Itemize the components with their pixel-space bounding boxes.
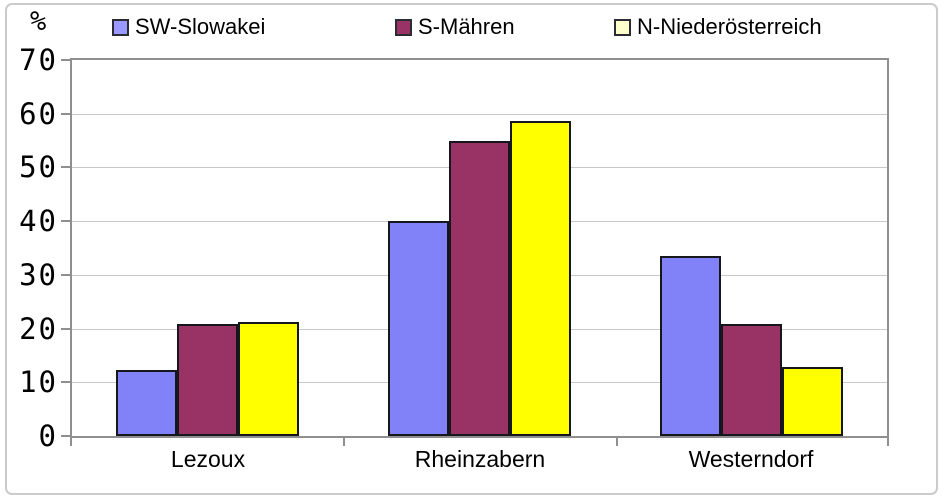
bar-lezoux-3 bbox=[238, 322, 299, 436]
y-axis-tick-label-50: 50 bbox=[19, 150, 58, 184]
x-axis-tick-mark-1 bbox=[343, 438, 345, 446]
y-axis-tick-label-60: 60 bbox=[19, 97, 58, 131]
legend-label: S-Mähren bbox=[418, 14, 515, 39]
x-axis-tick-mark-2 bbox=[616, 438, 618, 446]
plot-area bbox=[70, 58, 889, 438]
y-axis-tick-mark-0 bbox=[61, 435, 70, 437]
y-axis-unit-label: % bbox=[30, 6, 47, 37]
x-axis-category-label-rheinzabern: Rheinzabern bbox=[414, 446, 546, 472]
legend-item-n-niederoesterreich: N-Niederösterreich bbox=[614, 14, 822, 40]
x-axis-tick-mark-3 bbox=[887, 438, 889, 446]
bar-lezoux-1 bbox=[116, 370, 177, 436]
legend-swatch-sw-slowakei bbox=[112, 18, 129, 36]
legend-item-s-maehren: S-Mähren bbox=[395, 14, 515, 40]
legend-swatch-n-niederoesterreich bbox=[614, 18, 631, 36]
y-axis-tick-label-10: 10 bbox=[19, 365, 58, 399]
y-axis-tick-label-30: 30 bbox=[19, 258, 58, 292]
gridline-y-60 bbox=[72, 114, 887, 115]
y-axis-tick-mark-50 bbox=[61, 166, 70, 168]
bar-westerndorf-2 bbox=[721, 324, 782, 436]
bar-rheinzabern-1 bbox=[388, 221, 449, 436]
bar-westerndorf-3 bbox=[782, 367, 843, 436]
legend-label: SW-Slowakei bbox=[135, 14, 266, 39]
y-axis-tick-label-40: 40 bbox=[19, 204, 58, 238]
bar-westerndorf-1 bbox=[660, 256, 721, 436]
legend-item-sw-slowakei: SW-Slowakei bbox=[112, 14, 265, 40]
bar-rheinzabern-2 bbox=[449, 141, 510, 436]
x-axis-category-label-lezoux: Lezoux bbox=[170, 446, 246, 472]
y-axis-tick-mark-40 bbox=[61, 220, 70, 222]
x-axis-category-label-westerndorf: Westerndorf bbox=[688, 446, 814, 472]
bar-lezoux-2 bbox=[177, 324, 238, 436]
y-axis-tick-label-20: 20 bbox=[19, 312, 58, 346]
bar-rheinzabern-3 bbox=[510, 121, 571, 436]
y-axis-tick-label-0: 0 bbox=[38, 419, 58, 453]
x-axis-tick-mark-0 bbox=[70, 438, 72, 446]
y-axis-tick-mark-70 bbox=[61, 59, 70, 61]
y-axis-tick-mark-30 bbox=[61, 274, 70, 276]
y-axis-tick-mark-60 bbox=[61, 113, 70, 115]
y-axis-tick-mark-20 bbox=[61, 328, 70, 330]
y-axis-tick-mark-10 bbox=[61, 381, 70, 383]
legend-swatch-s-maehren bbox=[395, 18, 412, 36]
legend-label: N-Niederösterreich bbox=[637, 14, 822, 39]
y-axis-tick-label-70: 70 bbox=[19, 43, 58, 77]
